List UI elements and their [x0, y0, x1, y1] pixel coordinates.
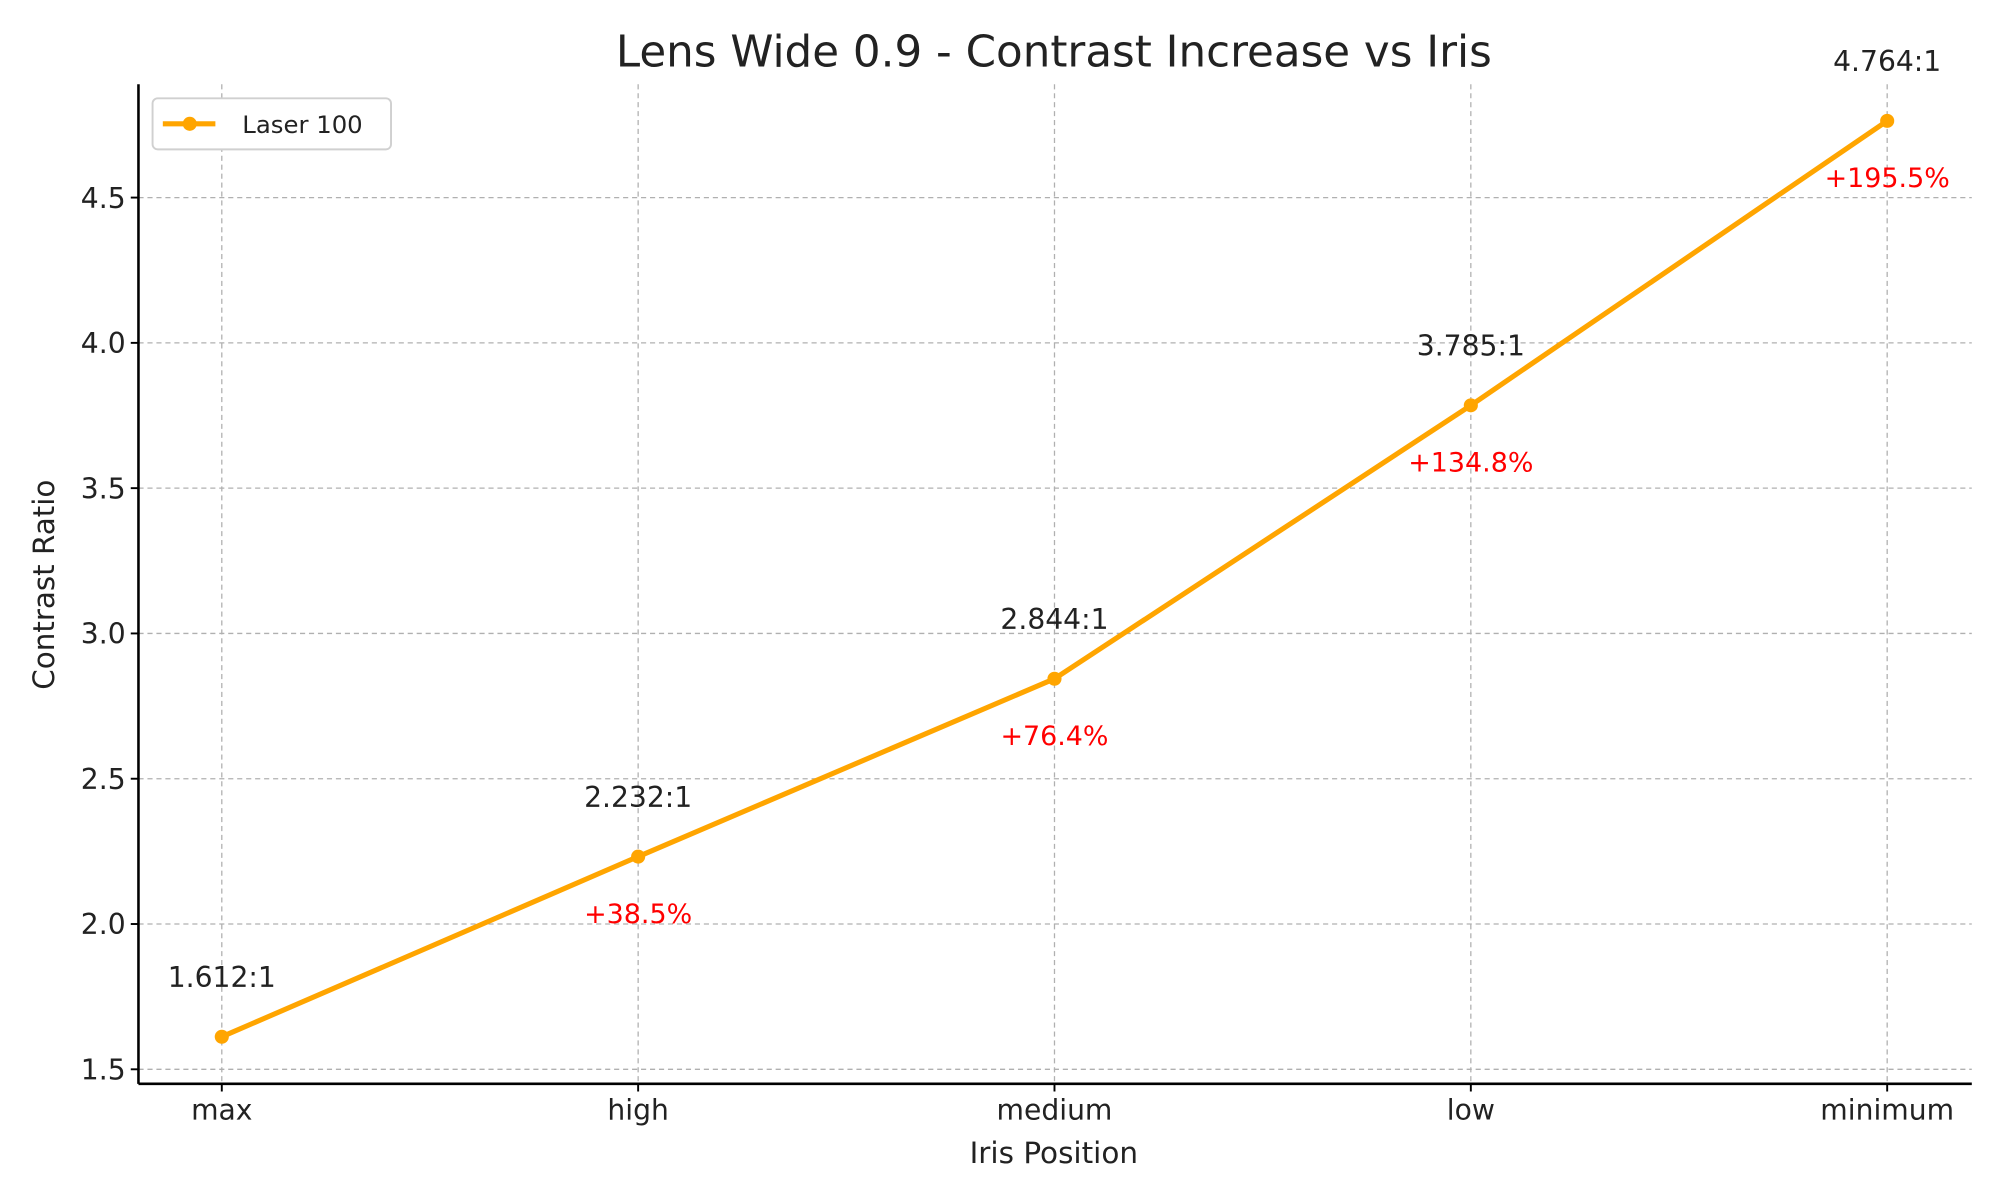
- value-label: 4.764:1: [1833, 45, 1941, 78]
- value-label: 1.612:1: [168, 961, 276, 994]
- y-tick-label: 2.0: [81, 908, 126, 941]
- y-tick-label: 4.5: [81, 182, 126, 215]
- grid: [138, 84, 1972, 1084]
- legend-label: Laser 100: [242, 110, 362, 139]
- legend-marker: [182, 116, 197, 131]
- legend: Laser 100: [151, 97, 392, 151]
- y-tick-label: 3.0: [81, 618, 126, 651]
- data-point: [631, 849, 646, 864]
- x-axis-label: Iris Position: [970, 1136, 1138, 1170]
- percent-label: +76.4%: [1000, 721, 1108, 752]
- y-tick-label: 4.0: [81, 327, 126, 360]
- y-tick-label: 2.5: [81, 763, 126, 796]
- data-point: [1463, 398, 1478, 413]
- x-tick-label: medium: [997, 1094, 1113, 1127]
- value-label: 2.232:1: [584, 781, 692, 814]
- y-tick-label: 3.5: [81, 472, 126, 505]
- x-tick-label: low: [1447, 1094, 1495, 1127]
- x-tick-label: high: [607, 1094, 668, 1127]
- percent-label: +195.5%: [1825, 163, 1950, 194]
- data-point: [214, 1029, 229, 1044]
- percent-label: +134.8%: [1408, 448, 1533, 479]
- y-axis-label: Contrast Ratio: [27, 480, 61, 690]
- x-tick-label: minimum: [1820, 1094, 1954, 1127]
- value-label: 3.785:1: [1417, 330, 1525, 363]
- data-point: [1047, 671, 1062, 686]
- legend-box: [151, 97, 392, 151]
- data-point: [1880, 113, 1895, 128]
- y-tick-label: 1.5: [81, 1054, 126, 1087]
- percent-label: +38.5%: [584, 899, 692, 930]
- x-tick-label: max: [191, 1094, 252, 1127]
- value-label: 2.844:1: [1000, 603, 1108, 636]
- chart-title: Lens Wide 0.9 - Contrast Increase vs Iri…: [616, 27, 1492, 77]
